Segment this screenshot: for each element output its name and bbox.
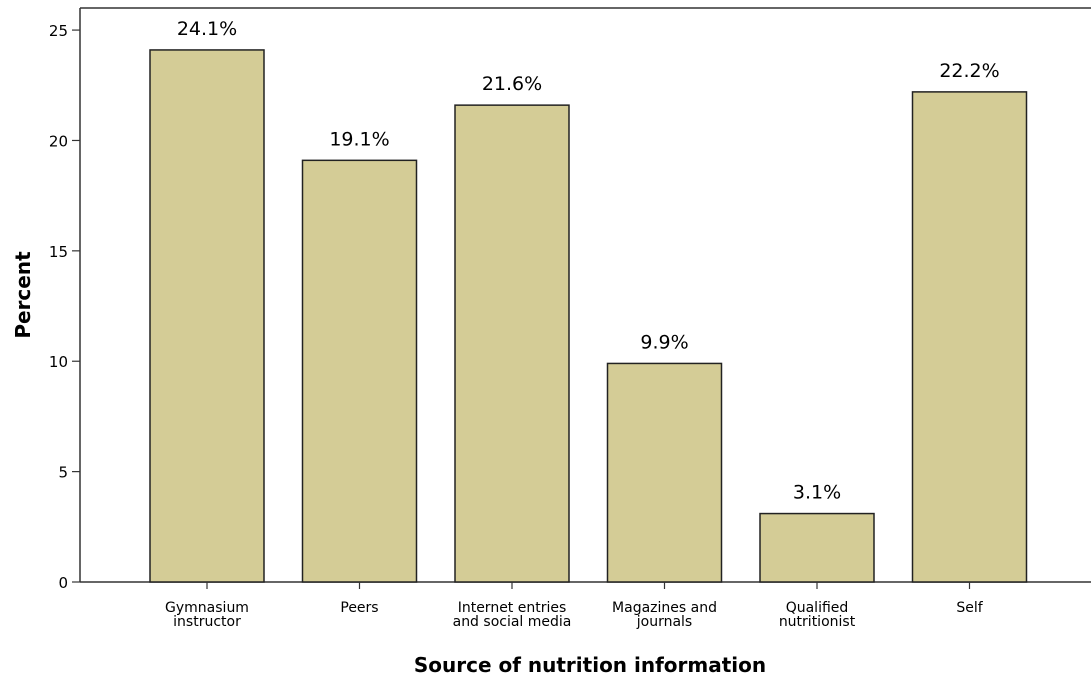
category-label-line: Self	[956, 600, 983, 616]
category-label-line: nutritionist	[779, 614, 856, 630]
category-label-line: instructor	[173, 614, 241, 630]
data-label: 22.2%	[939, 60, 999, 82]
category-label: Internet entries and social media	[453, 600, 572, 630]
y-tick-label: 10	[49, 353, 68, 371]
category-label-line: Qualified	[786, 600, 849, 616]
category-label-line: Peers	[340, 600, 378, 616]
y-tick-label: 5	[58, 464, 68, 482]
category-label: Qualified nutritionist	[779, 600, 856, 630]
category-label-line: journals	[636, 614, 692, 630]
data-label: 3.1%	[793, 482, 841, 504]
category-label-line: and social media	[453, 614, 572, 630]
category-label-line: Internet entries	[458, 600, 567, 616]
bar	[301, 159, 418, 583]
data-label: 24.1%	[177, 18, 237, 40]
bar	[911, 91, 1028, 583]
data-label: 9.9%	[640, 331, 688, 353]
y-tick-label: 25	[49, 22, 68, 40]
bar	[454, 104, 570, 583]
category-label-line: Gymnasium	[165, 600, 249, 616]
category-label: Magazines and journals	[612, 600, 717, 630]
y-tick-label: 0	[58, 574, 68, 592]
x-axis-title: Source of nutrition information	[414, 653, 766, 677]
category-label: Peers	[340, 600, 378, 616]
y-tick-label: 15	[49, 243, 68, 261]
category-label: Gymnasium instructor	[165, 600, 249, 630]
y-tick-label: 20	[49, 132, 68, 150]
data-label: 21.6%	[482, 73, 542, 95]
bar	[149, 49, 265, 583]
category-label-line: Magazines and	[612, 600, 717, 616]
bar	[759, 512, 875, 583]
bar	[606, 362, 723, 583]
category-label: Self	[956, 600, 983, 616]
y-axis-title: Percent	[11, 251, 35, 339]
data-label: 19.1%	[329, 128, 389, 150]
